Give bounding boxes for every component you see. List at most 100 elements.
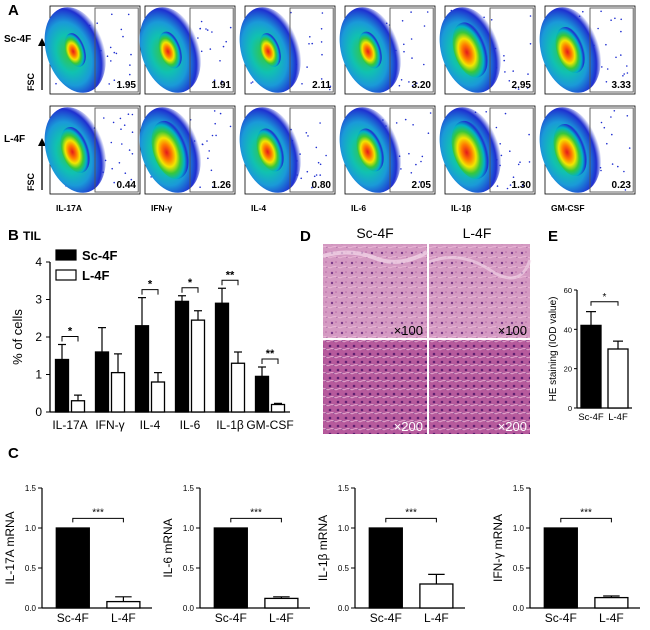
significance-marker: *** (580, 507, 592, 518)
flow-event-dot (401, 20, 404, 22)
x-tick-label: IL-6 (180, 418, 201, 432)
flow-event-dot (485, 111, 488, 113)
flow-event-dot (130, 178, 133, 181)
fsc-arrow-icon (38, 38, 46, 46)
flow-event-dot (519, 161, 521, 163)
flow-density-core (151, 120, 189, 180)
y-axis-label: IL-1β mRNA (316, 515, 330, 581)
flow-event-dot (109, 46, 112, 49)
flow-event-dot (403, 43, 405, 46)
flow-event-dot (225, 40, 227, 43)
flow-event-dot (605, 81, 608, 83)
y-tick-label: 1.0 (513, 524, 525, 533)
y-axis-label: IL-17A mRNA (3, 511, 17, 584)
y-tick-label: 0.0 (338, 604, 350, 613)
significance-bracket (590, 301, 619, 306)
flow-event-dot (421, 155, 424, 158)
panel-e-bar-chart: 0 20 40 60 HE staining (IOD value) Sc-4F L-4F * (548, 286, 632, 423)
bar (230, 362, 246, 413)
x-tick-label: Sc-4F (57, 611, 89, 625)
flow-plot: 3.33 (539, 5, 636, 95)
flow-event-dot (128, 149, 131, 151)
flow-event-dot (106, 55, 109, 57)
fsc-arrow-icon (38, 138, 46, 146)
flow-event-dot (522, 184, 524, 187)
flow-event-dot (113, 181, 115, 184)
bar (110, 371, 126, 413)
bar (174, 300, 190, 413)
flow-event-dot (207, 157, 209, 160)
y-tick-label: 0.0 (25, 604, 37, 613)
y-axis-label: HE staining (IOD value) (548, 296, 559, 401)
flow-gate-percentage: 3.33 (612, 80, 632, 91)
x-tick-label: L-4F (111, 611, 136, 625)
flow-gate-percentage: 0.80 (312, 180, 332, 191)
flow-event-dot (321, 12, 324, 14)
flow-density-core (158, 31, 183, 69)
flow-event-dot (517, 88, 520, 90)
flow-event-dot (119, 117, 122, 120)
mrna-chart: 0.0 0.5 1.0 1.5 IL-17A mRNA Sc-4F L-4F *** (3, 484, 152, 625)
y-tick-label: 0.0 (513, 604, 525, 613)
flow-event-dot (103, 117, 105, 119)
flow-event-dot (113, 51, 116, 54)
flow-gate (189, 7, 234, 93)
bar (254, 375, 270, 413)
bar (150, 381, 166, 413)
flow-event-dot (412, 124, 414, 126)
x-tick-label: Sc-4F (370, 611, 402, 625)
fsc-axis-label: FSC (26, 72, 36, 91)
flow-event-dot (615, 56, 617, 59)
flow-event-dot (229, 125, 232, 128)
x-tick-label: L-4F (269, 611, 294, 625)
flow-event-dot (500, 154, 503, 157)
flow-gate-percentage: 0.23 (612, 180, 632, 191)
flow-event-dot (127, 13, 130, 16)
flow-event-dot (329, 85, 332, 88)
flow-density-core (358, 31, 383, 69)
x-tick-label: IL-17A (52, 418, 87, 432)
bar (214, 302, 230, 413)
flow-gate-percentage: 2.11 (312, 80, 331, 91)
flow-event-dot (319, 163, 322, 166)
flow-event-dot (309, 36, 311, 38)
flow-plot: 3.20 (339, 5, 436, 95)
significance-marker: *** (92, 507, 104, 518)
flow-event-dot (55, 82, 57, 85)
flow-gate (489, 7, 534, 93)
flow-plot: 0.80 (239, 105, 336, 195)
flow-event-dot (111, 13, 113, 16)
flow-event-dot (219, 112, 222, 115)
flow-event-dot (490, 19, 493, 21)
y-tick-label: 1.5 (183, 484, 195, 493)
bar (270, 403, 286, 413)
panel-a-flow-cytometry: Sc-4F FSC 1.95 1.91 2.11 3.20 2.95 3.33 L-4F FSC 0… (4, 5, 636, 213)
flow-event-dot (131, 131, 134, 133)
flow-event-dot (131, 153, 134, 155)
significance-bracket (61, 336, 79, 342)
y-tick-label: 0 (568, 404, 572, 413)
flow-event-dot (305, 132, 308, 134)
flow-plot: 0.23 (539, 105, 636, 195)
flow-plot: 1.91 (139, 5, 236, 95)
flow-event-dot (496, 185, 499, 187)
flow-event-dot (210, 169, 213, 172)
flow-density-core (553, 123, 587, 177)
mrna-chart: 0.0 0.5 1.0 1.5 IL-6 mRNA Sc-4F L-4F *** (161, 484, 310, 625)
he-image-l4f-200x (429, 340, 530, 434)
flow-marker-label: IL-17A (56, 203, 82, 213)
flow-event-dot (529, 15, 532, 17)
flow-event-dot (416, 82, 418, 84)
flow-density-core (259, 33, 282, 67)
x-tick-label: Sc-4F (215, 611, 247, 625)
flow-event-dot (626, 65, 628, 67)
panel-b-label: B (8, 227, 19, 244)
flow-event-dot (395, 122, 398, 124)
flow-event-dot (410, 11, 412, 13)
flow-event-dot (509, 184, 512, 186)
bar (54, 358, 70, 413)
legend: Sc-4F L-4F (55, 248, 117, 283)
significance-bracket (261, 358, 279, 364)
flow-event-dot (211, 186, 214, 188)
flow-event-dot (628, 147, 631, 149)
